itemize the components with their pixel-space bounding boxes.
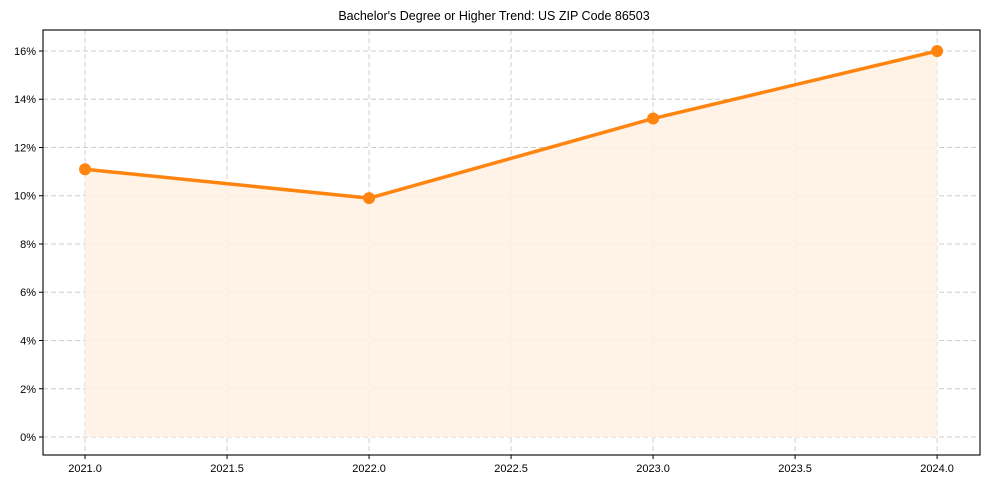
x-tick-label: 2024.0 (920, 463, 954, 475)
x-tick-label: 2023.5 (778, 463, 812, 475)
y-tick-label: 16% (14, 46, 36, 58)
y-tick-label: 8% (20, 239, 36, 251)
x-tick-label: 2023.0 (636, 463, 670, 475)
data-point-marker[interactable]: 2021: 11.1% (79, 163, 92, 176)
x-tick-label: 2021.5 (210, 463, 244, 475)
y-tick-label: 14% (14, 94, 36, 106)
data-point-marker[interactable]: 2023: 13.2% (647, 112, 660, 125)
x-tick-label: 2022.0 (352, 463, 386, 475)
y-tick-label: 2% (20, 384, 36, 396)
y-tick-label: 0% (20, 432, 36, 444)
data-line (83, 49, 939, 200)
y-tick-label: 10% (14, 191, 36, 203)
y-tick-label: 6% (20, 287, 36, 299)
data-markers: 2021: 11.1% 2022: 9.9% 2023: 13.2% 2024: 16… (79, 44, 944, 205)
area-fill (85, 50, 938, 438)
x-tick-label: 2021.0 (68, 463, 102, 475)
y-tick-label: 12% (14, 142, 36, 154)
y-axis-ticks: 0% 2% 4% 6% 8% 10% 12% 14% 16% (14, 46, 43, 444)
series-line (83, 49, 939, 200)
x-tick-label: 2022.5 (494, 463, 528, 475)
data-point-marker[interactable]: 2024: 16% (931, 44, 944, 57)
y-tick-label: 4% (20, 335, 36, 347)
chart-title: Bachelor's Degree or Higher Trend: US ZI… (338, 9, 649, 23)
area-fill-region (85, 50, 938, 438)
data-point-marker[interactable]: 2022: 9.9% (363, 192, 376, 205)
x-axis-ticks: 2021.0 2021.5 2022.0 2022.5 2023.0 2023.5 2024… (68, 455, 954, 475)
